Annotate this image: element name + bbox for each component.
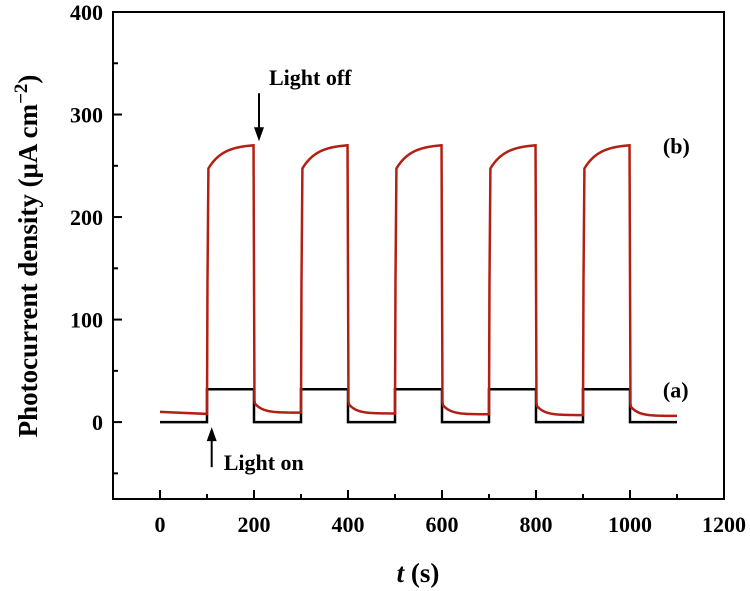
y-tick-label: 400 [70, 0, 103, 25]
y-axis: 0 100 200 300 400 [70, 0, 122, 475]
series-a-line [160, 388, 677, 424]
x-tick-label: 400 [332, 512, 365, 537]
y-tick-label: 0 [92, 410, 103, 435]
x-tick-label: 200 [238, 512, 271, 537]
x-tick-label: 1000 [608, 512, 652, 537]
y-axis-title-close: ) [13, 75, 43, 84]
light-on-arrow-head [206, 427, 217, 442]
x-axis-title-unit: (s) [404, 558, 439, 588]
light-off-arrow-head [254, 127, 264, 142]
series-layer: (a) (b) [159, 133, 690, 424]
y-tick-label: 200 [70, 205, 103, 230]
series-a-label: (a) [663, 377, 689, 402]
series-b-label: (b) [663, 133, 690, 158]
x-axis: 0 200 400 600 800 1000 1200 [112, 490, 746, 537]
y-axis-title: Photocurrent density (μA cm−2) [11, 75, 44, 438]
series-b-line [159, 143, 678, 418]
x-tick-label: 800 [520, 512, 553, 537]
y-axis-title-sup: −2 [11, 84, 32, 104]
x-axis-title-variable: t [397, 558, 406, 588]
x-tick-label: 0 [155, 512, 166, 537]
light-on-label: Light on [224, 450, 304, 475]
y-tick-label: 300 [70, 103, 103, 128]
x-axis-title: t (s) [397, 558, 440, 588]
x-tick-label: 600 [426, 512, 459, 537]
light-off-label: Light off [269, 65, 352, 90]
y-axis-title-main: Photocurrent density (μA cm [13, 103, 43, 437]
annotation-layer: Light off Light on [206, 65, 352, 475]
x-tick-label: 1200 [702, 512, 746, 537]
y-tick-label: 100 [70, 308, 103, 333]
plot-frame [112, 11, 725, 500]
